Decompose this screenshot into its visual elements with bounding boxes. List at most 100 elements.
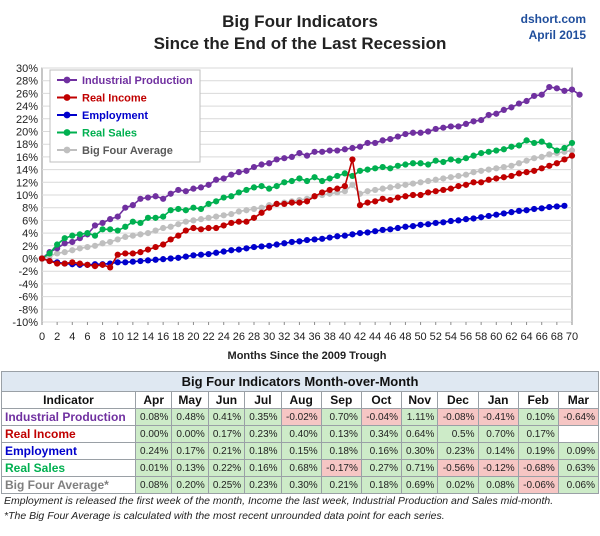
data-point bbox=[568, 152, 576, 159]
y-tick-label: 30% bbox=[16, 63, 38, 75]
data-point bbox=[258, 161, 265, 168]
data-point bbox=[568, 147, 576, 154]
data-point bbox=[432, 188, 439, 195]
data-point bbox=[455, 172, 462, 180]
data-point bbox=[508, 209, 515, 216]
data-point bbox=[190, 185, 197, 192]
data-point bbox=[129, 258, 136, 265]
data-point bbox=[190, 217, 197, 224]
data-point bbox=[531, 205, 538, 213]
data-point bbox=[144, 246, 152, 253]
data-point bbox=[137, 195, 144, 202]
source-label: dshort.com bbox=[520, 12, 586, 26]
data-point bbox=[114, 227, 121, 234]
data-point bbox=[500, 146, 507, 153]
data-point bbox=[538, 205, 545, 212]
data-point bbox=[250, 184, 258, 191]
data-point bbox=[76, 231, 83, 238]
data-point bbox=[235, 208, 242, 215]
data-point bbox=[197, 184, 205, 191]
data-point bbox=[213, 249, 220, 256]
table-cell: -0.12% bbox=[477, 459, 519, 477]
table-cell: 0.02% bbox=[437, 476, 479, 494]
data-point bbox=[84, 261, 91, 268]
data-point bbox=[500, 106, 507, 114]
y-tick-label: -8% bbox=[18, 304, 38, 316]
data-point bbox=[425, 161, 432, 168]
x-tick-label: 34 bbox=[293, 331, 305, 343]
data-point bbox=[228, 247, 235, 254]
series-line bbox=[41, 205, 565, 266]
data-point bbox=[470, 152, 477, 159]
data-point bbox=[46, 250, 53, 257]
footnote-release: Employment is released the first week of… bbox=[4, 495, 554, 507]
data-point bbox=[205, 224, 212, 232]
x-tick-label: 28 bbox=[248, 331, 260, 343]
x-tick-label: 42 bbox=[354, 331, 366, 343]
legend-label: Big Four Average bbox=[82, 145, 173, 157]
data-point bbox=[394, 224, 401, 232]
data-point bbox=[470, 169, 477, 176]
legend-label: Real Income bbox=[82, 93, 147, 105]
data-point bbox=[462, 181, 470, 188]
data-point bbox=[515, 160, 523, 167]
table-cell: 0.16% bbox=[360, 442, 402, 460]
data-point bbox=[122, 204, 129, 211]
data-point bbox=[303, 177, 311, 185]
table-cell: 0.08% bbox=[134, 408, 173, 426]
table-header-month: Oct bbox=[360, 391, 402, 409]
x-tick-label: 44 bbox=[369, 331, 381, 343]
data-point bbox=[266, 242, 273, 249]
data-point bbox=[258, 209, 265, 216]
data-point bbox=[568, 139, 576, 147]
data-point bbox=[402, 161, 409, 168]
date-label: April 2015 bbox=[528, 28, 586, 42]
data-point bbox=[160, 213, 167, 220]
data-point bbox=[303, 152, 311, 159]
y-tick-label: 6% bbox=[22, 215, 38, 227]
data-point bbox=[515, 142, 523, 149]
table-cell: 0.64% bbox=[400, 425, 439, 443]
data-point bbox=[387, 165, 394, 172]
data-point bbox=[137, 257, 144, 265]
data-point bbox=[182, 227, 189, 234]
data-point bbox=[296, 238, 303, 245]
data-point bbox=[546, 151, 553, 158]
table-cell: 0.21% bbox=[207, 442, 246, 460]
x-tick-label: 26 bbox=[233, 331, 245, 343]
data-point bbox=[447, 156, 454, 163]
x-tick-label: 64 bbox=[520, 331, 532, 343]
y-tick-label: 4% bbox=[22, 228, 38, 240]
data-point bbox=[372, 228, 379, 235]
data-point bbox=[531, 167, 538, 174]
table-cell: 0.35% bbox=[244, 408, 282, 426]
y-tick-label: 22% bbox=[16, 114, 38, 126]
series-real-sales bbox=[38, 137, 576, 262]
data-point bbox=[319, 235, 326, 242]
x-tick-label: 32 bbox=[278, 331, 290, 343]
data-point bbox=[69, 247, 76, 254]
table-cell: 0.17% bbox=[207, 425, 246, 443]
table-header-month: Sep bbox=[320, 391, 362, 409]
table-cell: -0.06% bbox=[517, 476, 559, 494]
data-point bbox=[228, 193, 235, 200]
data-point bbox=[152, 193, 159, 200]
data-point bbox=[107, 216, 114, 223]
table-header-month: Aug bbox=[280, 391, 322, 409]
table-row: Industrial Production 0.08% 0.48% 0.41% 0.35… bbox=[1, 408, 600, 426]
table-cell: 0.15% bbox=[280, 442, 322, 460]
data-point bbox=[372, 186, 379, 194]
data-point bbox=[61, 235, 68, 242]
y-tick-label: 14% bbox=[16, 165, 38, 177]
data-point bbox=[107, 264, 114, 271]
data-point bbox=[455, 123, 462, 130]
data-point bbox=[478, 214, 485, 221]
data-point bbox=[432, 125, 439, 133]
y-tick-label: 24% bbox=[16, 101, 38, 113]
data-point bbox=[326, 234, 333, 241]
data-point bbox=[440, 175, 447, 182]
data-point bbox=[485, 148, 492, 155]
legend-swatch-marker bbox=[63, 111, 71, 119]
x-tick-label: 2 bbox=[54, 331, 60, 343]
data-point bbox=[250, 205, 258, 213]
